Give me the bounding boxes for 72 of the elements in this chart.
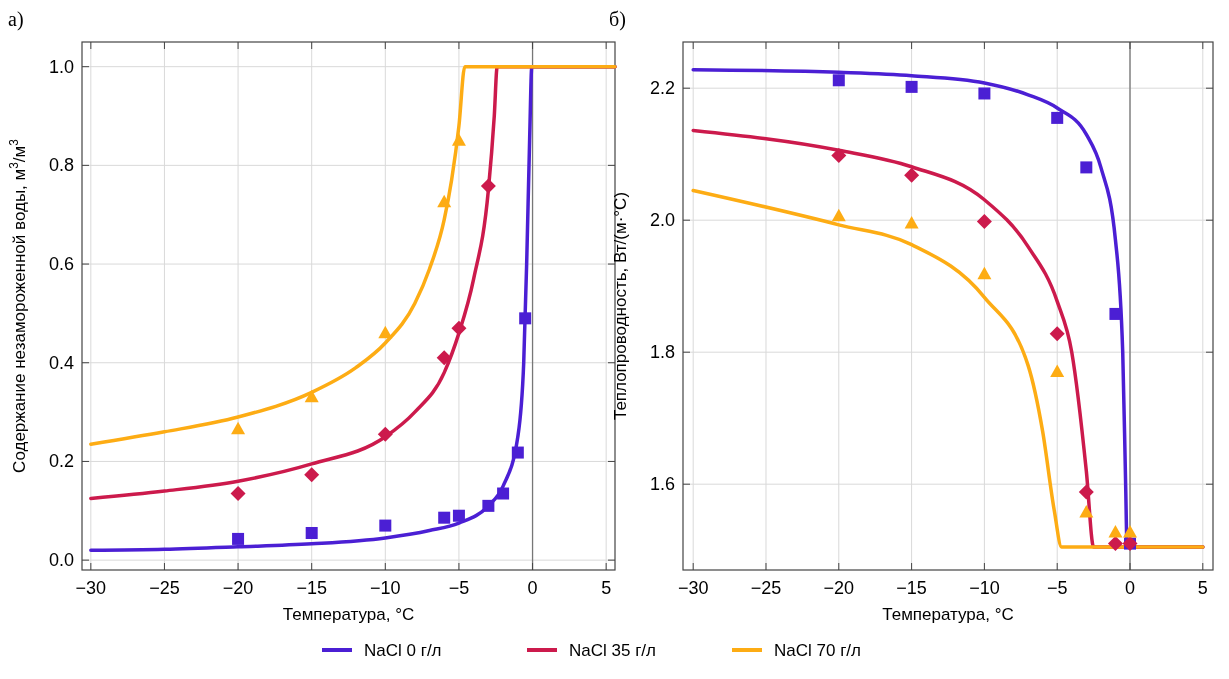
point xyxy=(304,467,320,483)
x-axis-title: Температура, °C xyxy=(282,605,415,624)
x-tick-label: −20 xyxy=(823,578,855,598)
point xyxy=(436,350,452,366)
point xyxy=(1051,111,1064,124)
x-tick-label: −25 xyxy=(149,578,180,598)
point xyxy=(451,133,466,146)
point xyxy=(497,487,510,500)
point xyxy=(904,167,920,183)
y-tick-label: 1.8 xyxy=(649,342,675,363)
point xyxy=(1080,161,1093,174)
x-tick-label: −30 xyxy=(75,578,107,598)
point xyxy=(1078,484,1094,500)
point xyxy=(1049,326,1065,342)
x-tick-label: −25 xyxy=(750,578,782,598)
point xyxy=(230,486,246,502)
chart-title: б) xyxy=(609,8,626,31)
x-tick-label: 0 xyxy=(527,578,538,598)
point xyxy=(451,320,467,336)
point xyxy=(304,389,319,403)
y-tick-label: 2.2 xyxy=(649,78,675,99)
y-tick-label: 2.0 xyxy=(649,210,675,231)
y-tick-label: 0.4 xyxy=(48,352,74,373)
legend-label: NaCl 70 г/л xyxy=(774,641,861,660)
point xyxy=(1050,364,1065,377)
point xyxy=(377,426,393,442)
point xyxy=(438,511,451,524)
y-tick-label: 1.6 xyxy=(649,474,675,495)
legend-label: NaCl 35 г/л xyxy=(569,641,656,660)
point xyxy=(519,312,532,325)
y-tick-label: 0.2 xyxy=(48,451,74,472)
point xyxy=(437,194,452,208)
point xyxy=(904,216,919,229)
x-tick-label: −20 xyxy=(222,578,254,598)
point xyxy=(831,148,847,164)
y-axis-title: Теплопроводность, Вт/(м·°C) xyxy=(611,191,630,421)
x-tick-label: −10 xyxy=(370,578,401,598)
x-tick-label: −5 xyxy=(448,578,470,598)
x-tick-label: 5 xyxy=(1197,578,1208,598)
point xyxy=(1123,524,1138,538)
point xyxy=(1108,524,1123,538)
point xyxy=(832,74,845,87)
x-axis-title: Температура, °C xyxy=(882,605,1014,624)
point xyxy=(482,499,495,512)
y-tick-label: 0.6 xyxy=(48,254,74,275)
chart-title: а) xyxy=(8,8,24,31)
x-tick-label: −5 xyxy=(1046,578,1068,598)
point xyxy=(831,208,846,222)
point xyxy=(976,214,992,230)
point xyxy=(232,532,245,545)
x-tick-label: −15 xyxy=(896,578,927,598)
x-tick-label: 0 xyxy=(1125,578,1136,598)
y-tick-label: 0.8 xyxy=(48,155,74,176)
x-tick-label: −30 xyxy=(677,578,709,598)
point xyxy=(231,421,246,435)
legend-label: NaCl 0 г/л xyxy=(364,641,442,660)
y-tick-label: 1.0 xyxy=(48,56,74,77)
point xyxy=(905,80,918,93)
x-tick-label: −10 xyxy=(969,578,1000,598)
point xyxy=(305,526,318,539)
point xyxy=(1107,536,1123,552)
point xyxy=(511,446,524,459)
point xyxy=(977,266,992,280)
point xyxy=(452,509,465,522)
y-tick-label: 0.0 xyxy=(48,550,74,571)
point xyxy=(480,178,496,194)
point xyxy=(978,87,991,100)
x-tick-label: −15 xyxy=(296,578,327,598)
point xyxy=(1079,505,1094,518)
point xyxy=(379,519,392,532)
point xyxy=(378,325,393,339)
x-tick-label: 5 xyxy=(601,578,612,598)
